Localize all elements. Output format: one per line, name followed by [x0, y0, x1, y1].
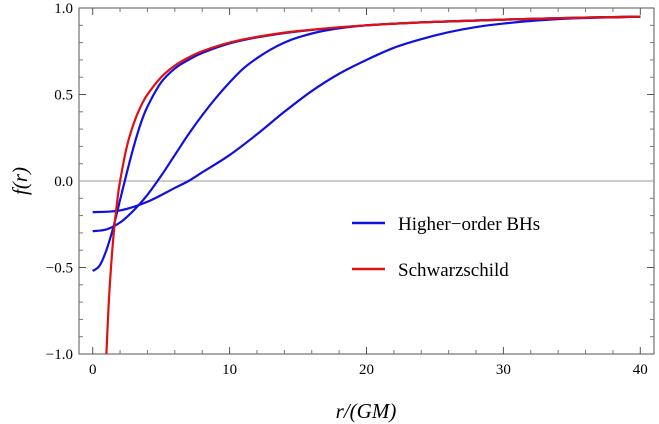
legend: Higher−order BHs Schwarzschild	[352, 214, 540, 281]
series-line-higher-order-1	[92, 15, 641, 272]
series-line-higher-order-2	[92, 15, 641, 233]
series-line-higher-order-3	[92, 15, 641, 214]
y-axis-label: f(r)	[8, 167, 32, 195]
series-layer	[92, 15, 641, 354]
legend-label-higher-order: Higher−order BHs	[398, 214, 540, 235]
y-tick-label: −1.0	[46, 347, 73, 363]
x-tick-label: 20	[359, 362, 374, 378]
series-line-schwarzschild	[105, 15, 641, 354]
x-tick-label: 30	[496, 362, 511, 378]
x-tick-label: 10	[222, 362, 237, 378]
y-tick-label: 0.5	[54, 88, 73, 104]
y-tick-label: −0.5	[46, 261, 73, 277]
tick-labels: 0 10 20 30 40 −1.0 −0.5 0.0 0.5 1.0	[46, 1, 648, 378]
y-tick-label: 1.0	[54, 1, 73, 17]
x-axis-label: r/(GM)	[336, 399, 397, 423]
x-tick-label: 0	[89, 362, 97, 378]
x-tick-label: 40	[633, 362, 648, 378]
y-tick-label: 0.0	[54, 174, 73, 190]
ticks	[79, 7, 654, 355]
legend-label-schwarzschild: Schwarzschild	[398, 260, 509, 281]
